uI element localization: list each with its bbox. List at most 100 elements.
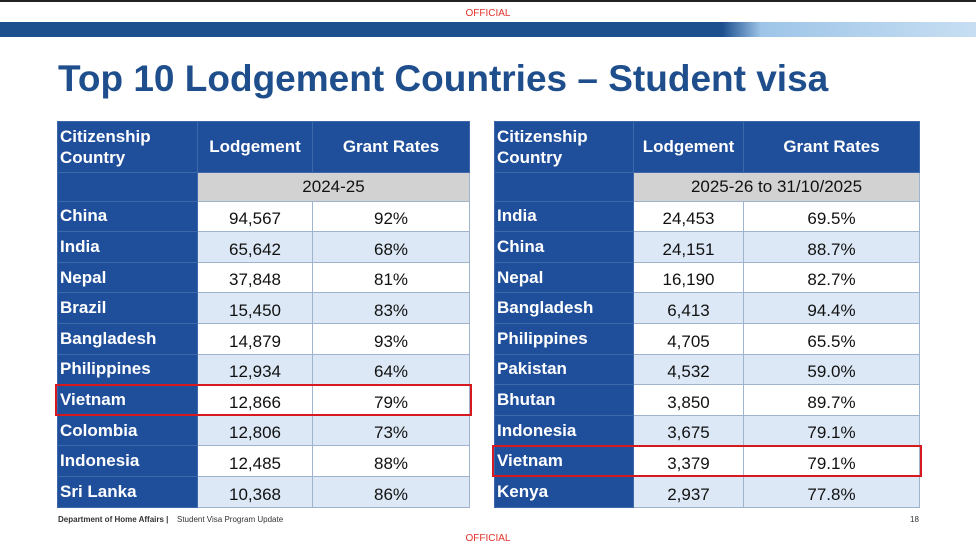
footer-program: Student Visa Program Update — [177, 515, 284, 524]
column-header: Grant Rates — [312, 121, 470, 173]
country-cell: Vietnam — [494, 445, 634, 477]
country-cell: Philippines — [494, 322, 634, 355]
grant-rate-cell: 68% — [312, 231, 470, 263]
header-row: Citizenship Country Lodgement Grant Rates — [494, 121, 920, 173]
grant-rate-cell: 92% — [312, 200, 470, 233]
column-header: Citizenship Country — [494, 121, 634, 173]
grant-rate-cell: 77.8% — [743, 475, 920, 508]
table-row: Kenya 2,937 77.8% — [494, 475, 920, 508]
grant-rate-cell: 59.0% — [743, 353, 920, 386]
column-header: Lodgement — [633, 121, 744, 173]
grant-rate-cell: 86% — [312, 475, 470, 508]
lodgement-cell: 6,413 — [633, 292, 744, 324]
period-row: 2024-25 — [57, 172, 470, 202]
country-cell: Bhutan — [494, 384, 634, 416]
grant-rate-cell: 81% — [312, 261, 470, 294]
table-row: China 94,567 92% — [57, 200, 470, 233]
table-row: Bhutan 3,850 89.7% — [494, 384, 920, 416]
country-cell: India — [57, 231, 198, 263]
grant-rate-cell: 88% — [312, 445, 470, 477]
table-row: Nepal 16,190 82.7% — [494, 261, 920, 294]
country-cell: Pakistan — [494, 353, 634, 386]
data-table: Citizenship Country Lodgement Grant Rates 2… — [494, 121, 920, 508]
lodgement-cell: 4,705 — [633, 322, 744, 355]
country-cell: India — [494, 200, 634, 233]
table-row: Nepal 37,848 81% — [57, 261, 470, 294]
grant-rate-cell: 79.1% — [743, 414, 920, 447]
country-cell: Nepal — [494, 261, 634, 294]
table-row: Bangladesh 6,413 94.4% — [494, 292, 920, 324]
lodgement-cell: 15,450 — [197, 292, 313, 324]
table-row: Pakistan 4,532 59.0% — [494, 353, 920, 386]
lodgement-cell: 12,866 — [197, 384, 313, 416]
lodgement-cell: 12,485 — [197, 445, 313, 477]
country-cell: Indonesia — [57, 445, 198, 477]
period-row: 2025-26 to 31/10/2025 — [494, 172, 920, 202]
grant-rate-cell: 88.7% — [743, 231, 920, 263]
column-header: Grant Rates — [743, 121, 920, 173]
table-row: Sri Lanka 10,368 86% — [57, 475, 470, 508]
period-label: 2025-26 to 31/10/2025 — [633, 172, 920, 202]
lodgement-cell: 10,368 — [197, 475, 313, 508]
page-number: 18 — [910, 515, 919, 524]
lodgement-cell: 3,379 — [633, 445, 744, 477]
grant-rate-cell: 79% — [312, 384, 470, 416]
table-row: Indonesia 12,485 88% — [57, 445, 470, 477]
country-cell: Kenya — [494, 475, 634, 508]
column-header: Citizenship Country — [57, 121, 198, 173]
lodgement-cell: 37,848 — [197, 261, 313, 294]
column-header: Lodgement — [197, 121, 313, 173]
table-row: India 65,642 68% — [57, 231, 470, 263]
grant-rate-cell: 83% — [312, 292, 470, 324]
table-row: Philippines 12,934 64% — [57, 353, 470, 386]
lodgement-cell: 94,567 — [197, 200, 313, 233]
grant-rate-cell: 89.7% — [743, 384, 920, 416]
country-cell: China — [494, 231, 634, 263]
lodgement-cell: 2,937 — [633, 475, 744, 508]
period-spacer — [494, 172, 634, 202]
lodgement-cell: 65,642 — [197, 231, 313, 263]
lodgement-cell: 12,806 — [197, 414, 313, 447]
grant-rate-cell: 73% — [312, 414, 470, 447]
grant-rate-cell: 64% — [312, 353, 470, 386]
slide-title: Top 10 Lodgement Countries – Student vis… — [58, 58, 829, 99]
table-row: Colombia 12,806 73% — [57, 414, 470, 447]
country-cell: Indonesia — [494, 414, 634, 447]
table-row: Indonesia 3,675 79.1% — [494, 414, 920, 447]
lodgement-cell: 3,675 — [633, 414, 744, 447]
table-row: Vietnam 3,379 79.1% — [494, 445, 920, 477]
top-border — [0, 0, 976, 2]
period-label: 2024-25 — [197, 172, 470, 202]
table-row: Philippines 4,705 65.5% — [494, 322, 920, 355]
country-cell: Nepal — [57, 261, 198, 294]
table-row: Bangladesh 14,879 93% — [57, 322, 470, 355]
header-band — [0, 22, 976, 37]
country-cell: Philippines — [57, 353, 198, 386]
country-cell: Bangladesh — [57, 322, 198, 355]
lodgement-cell: 24,151 — [633, 231, 744, 263]
footer-department: Department of Home Affairs | — [58, 515, 169, 524]
lodgement-cell: 14,879 — [197, 322, 313, 355]
lodgement-cell: 3,850 — [633, 384, 744, 416]
country-cell: Colombia — [57, 414, 198, 447]
period-spacer — [57, 172, 198, 202]
grant-rate-cell: 82.7% — [743, 261, 920, 294]
table-row: Brazil 15,450 83% — [57, 292, 470, 324]
lodgement-cell: 16,190 — [633, 261, 744, 294]
grant-rate-cell: 79.1% — [743, 445, 920, 477]
country-cell: Bangladesh — [494, 292, 634, 324]
lodgement-cell: 12,934 — [197, 353, 313, 386]
country-cell: Brazil — [57, 292, 198, 324]
table-row: India 24,453 69.5% — [494, 200, 920, 233]
lodgement-cell: 4,532 — [633, 353, 744, 386]
classification-label: OFFICIAL — [465, 8, 511, 19]
table-row: Vietnam 12,866 79% — [57, 384, 470, 416]
grant-rate-cell: 65.5% — [743, 322, 920, 355]
table-row: China 24,151 88.7% — [494, 231, 920, 263]
lodgement-cell: 24,453 — [633, 200, 744, 233]
data-table: Citizenship Country Lodgement Grant Rates 2… — [57, 121, 470, 508]
country-cell: Sri Lanka — [57, 475, 198, 508]
grant-rate-cell: 93% — [312, 322, 470, 355]
classification-label: OFFICIAL — [465, 533, 511, 544]
